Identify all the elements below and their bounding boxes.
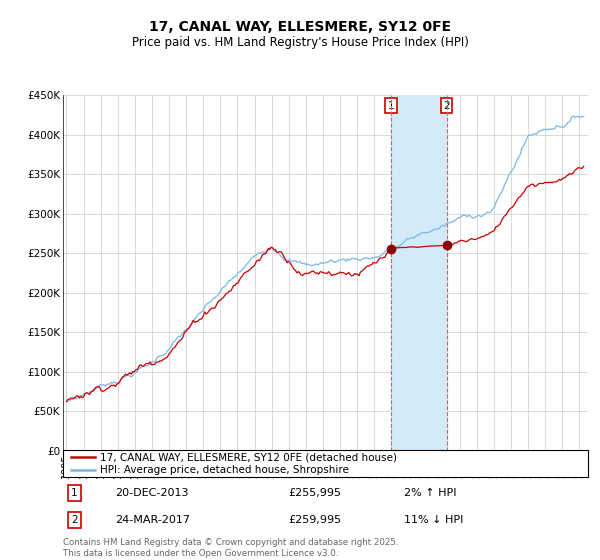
Text: 17, CANAL WAY, ELLESMERE, SY12 0FE (detached house): 17, CANAL WAY, ELLESMERE, SY12 0FE (deta… xyxy=(100,452,397,463)
Text: 2: 2 xyxy=(71,515,78,525)
Text: £259,995: £259,995 xyxy=(289,515,342,525)
Text: 17, CANAL WAY, ELLESMERE, SY12 0FE: 17, CANAL WAY, ELLESMERE, SY12 0FE xyxy=(149,20,451,34)
Text: 1: 1 xyxy=(388,101,394,110)
Text: 11% ↓ HPI: 11% ↓ HPI xyxy=(404,515,464,525)
FancyBboxPatch shape xyxy=(63,450,588,477)
Text: 2% ↑ HPI: 2% ↑ HPI xyxy=(404,488,457,498)
Text: Contains HM Land Registry data © Crown copyright and database right 2025.
This d: Contains HM Land Registry data © Crown c… xyxy=(63,538,398,558)
Text: 1: 1 xyxy=(71,488,78,498)
Text: 20-DEC-2013: 20-DEC-2013 xyxy=(115,488,189,498)
Text: HPI: Average price, detached house, Shropshire: HPI: Average price, detached house, Shro… xyxy=(100,465,349,475)
Text: £255,995: £255,995 xyxy=(289,488,342,498)
Bar xyxy=(391,95,446,451)
Text: 24-MAR-2017: 24-MAR-2017 xyxy=(115,515,191,525)
Text: 2: 2 xyxy=(443,101,450,110)
Text: Price paid vs. HM Land Registry's House Price Index (HPI): Price paid vs. HM Land Registry's House … xyxy=(131,36,469,49)
